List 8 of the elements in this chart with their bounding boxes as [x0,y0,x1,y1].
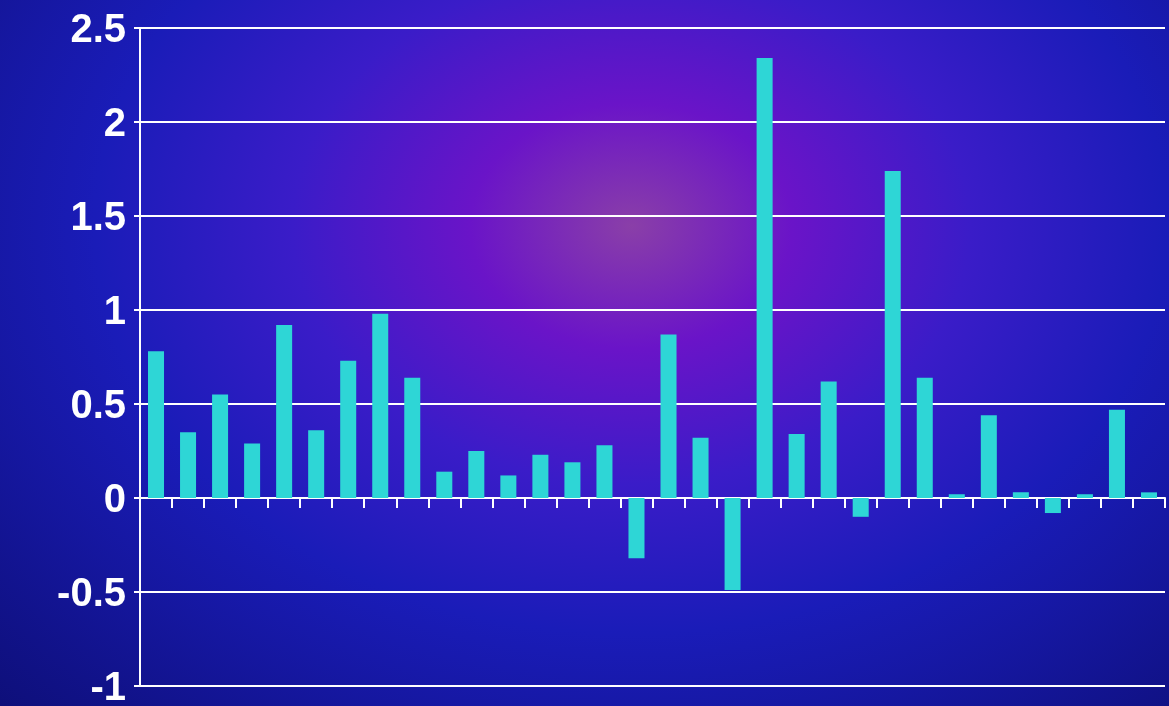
y-tick-label: 0.5 [70,382,126,426]
y-tick-label: 1.5 [70,194,126,238]
y-tick-label: 0 [103,476,126,520]
y-tick-label: -0.5 [57,570,126,614]
y-tick-label: -1 [90,664,126,706]
y-tick-label: 2.5 [70,6,126,50]
y-tick-label: 2 [103,100,126,144]
y-tick-label: 1 [103,288,126,332]
